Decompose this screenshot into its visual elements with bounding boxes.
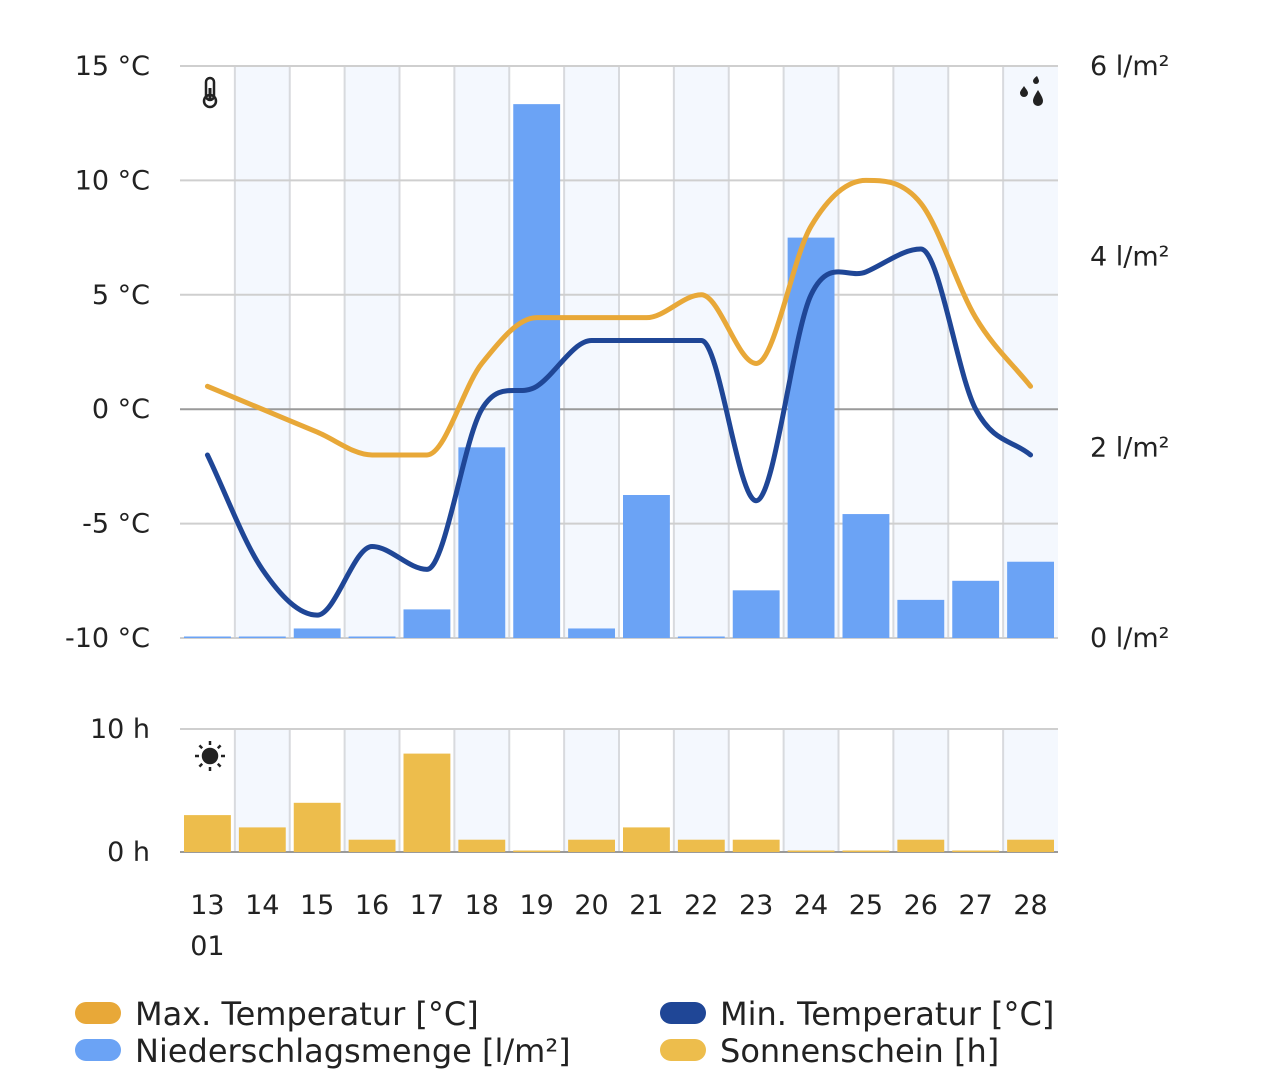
- y-left-tick-label: -5 °C: [82, 509, 150, 540]
- sunshine-bar: [238, 827, 286, 852]
- axis-labels: -10 °C -5 °C 0 °C 5 °C 10 °C 15 °C 0 l/m² 2 l/m…: [65, 51, 1170, 962]
- sunshine-bar: [952, 850, 1000, 852]
- sunshine-bar: [348, 839, 396, 852]
- day-band: [783, 729, 839, 852]
- x-tick-label: 23: [739, 890, 773, 921]
- x-tick-label: 15: [300, 890, 334, 921]
- sunshine-bar: [458, 839, 506, 852]
- precipitation-bar: [732, 590, 780, 638]
- sunshine-bars: [184, 753, 1054, 852]
- precipitation-bar: [403, 609, 451, 638]
- y-left-tick-label: 0 °C: [92, 394, 150, 425]
- sunshine-bar: [677, 839, 725, 852]
- temperature-lines: [204, 177, 1034, 618]
- sunshine-tick-label: 0 h: [107, 837, 150, 868]
- legend-swatch-min-temp: [660, 1002, 706, 1024]
- sun-icon: [195, 741, 225, 771]
- precipitation-bar: [787, 237, 835, 638]
- precipitation-bar: [348, 636, 396, 638]
- day-bands: [234, 66, 1058, 852]
- max-temperature-line: [204, 177, 1034, 458]
- x-tick-label: 13: [190, 890, 224, 921]
- legend-swatch-precipitation: [75, 1039, 121, 1061]
- x-month-label: 01: [190, 931, 224, 962]
- day-band: [564, 729, 619, 852]
- precipitation-bar: [842, 514, 890, 638]
- day-band: [344, 66, 400, 638]
- sunshine-bar: [184, 815, 231, 852]
- x-tick-label: 26: [904, 890, 938, 921]
- x-tick-label: 19: [520, 890, 554, 921]
- day-band: [673, 66, 729, 638]
- y-right-tick-label: 6 l/m²: [1090, 51, 1169, 82]
- sunshine-bar: [842, 850, 890, 852]
- day-band: [893, 729, 949, 852]
- y-left-tick-label: 15 °C: [75, 51, 150, 82]
- y-left-tick-label: -10 °C: [65, 623, 150, 654]
- y-right-tick-label: 0 l/m²: [1090, 623, 1169, 654]
- precipitation-bar: [897, 599, 945, 638]
- y-right-tick-label: 4 l/m²: [1090, 242, 1169, 273]
- x-tick-label: 18: [465, 890, 499, 921]
- x-tick-label: 28: [1013, 890, 1047, 921]
- x-tick-label: 16: [355, 890, 389, 921]
- day-band: [673, 729, 729, 852]
- legend-item-max-temp: Max. Temperatur [°C]: [75, 995, 479, 1033]
- sunshine-tick-label: 10 h: [90, 714, 150, 745]
- precipitation-bar: [293, 628, 341, 638]
- legend-label-min-temp: Min. Temperatur [°C]: [720, 995, 1054, 1033]
- sunshine-bar: [293, 802, 341, 852]
- precipitation-bar: [623, 495, 670, 638]
- day-band: [454, 729, 510, 852]
- x-tick-label: 27: [959, 890, 993, 921]
- y-right-tick-label: 2 l/m²: [1090, 432, 1169, 463]
- day-band: [234, 66, 290, 638]
- precipitation-bar: [238, 636, 286, 638]
- x-tick-label: 17: [410, 890, 444, 921]
- y-left-tick-label: 5 °C: [92, 280, 150, 311]
- precipitation-bar: [458, 447, 506, 638]
- x-tick-label: 25: [849, 890, 883, 921]
- legend-label-sunshine: Sonnenschein [h]: [720, 1032, 999, 1070]
- sunshine-bar: [897, 839, 945, 852]
- x-tick-label: 21: [629, 890, 663, 921]
- legend: Max. Temperatur [°C] Min. Temperatur [°C…: [75, 995, 1054, 1070]
- legend-swatch-sunshine: [660, 1039, 706, 1061]
- precipitation-bar: [568, 628, 615, 638]
- y-left-tick-label: 10 °C: [75, 165, 150, 196]
- legend-label-precipitation: Niederschlagsmenge [l/m²]: [135, 1032, 571, 1070]
- day-band: [893, 66, 949, 638]
- precipitation-bar: [677, 636, 725, 638]
- precipitation-bars: [184, 104, 1054, 639]
- legend-item-min-temp: Min. Temperatur [°C]: [660, 995, 1054, 1033]
- day-band: [1003, 66, 1058, 638]
- sunshine-bar: [623, 827, 670, 852]
- raindrops-icon: [1020, 76, 1043, 106]
- legend-item-sunshine: Sonnenschein [h]: [660, 1032, 999, 1070]
- legend-swatch-max-temp: [75, 1002, 121, 1024]
- precipitation-bar: [184, 636, 231, 638]
- x-tick-label: 14: [245, 890, 279, 921]
- legend-item-precipitation: Niederschlagsmenge [l/m²]: [75, 1032, 571, 1070]
- sunshine-bar: [403, 753, 451, 852]
- sunshine-bar: [568, 839, 615, 852]
- x-tick-label: 24: [794, 890, 828, 921]
- x-tick-label: 22: [684, 890, 718, 921]
- precipitation-bar: [1007, 561, 1054, 638]
- x-tick-label: 20: [574, 890, 608, 921]
- day-band: [344, 729, 400, 852]
- day-band: [1003, 729, 1058, 852]
- sunshine-bar: [732, 839, 780, 852]
- min-temperature-line: [204, 246, 1034, 618]
- thermometer-icon: [202, 76, 218, 109]
- legend-label-max-temp: Max. Temperatur [°C]: [135, 995, 479, 1033]
- precipitation-bar: [952, 580, 1000, 638]
- sunshine-bar: [513, 850, 561, 852]
- sunshine-bar: [1007, 839, 1054, 852]
- sunshine-bar: [787, 850, 835, 852]
